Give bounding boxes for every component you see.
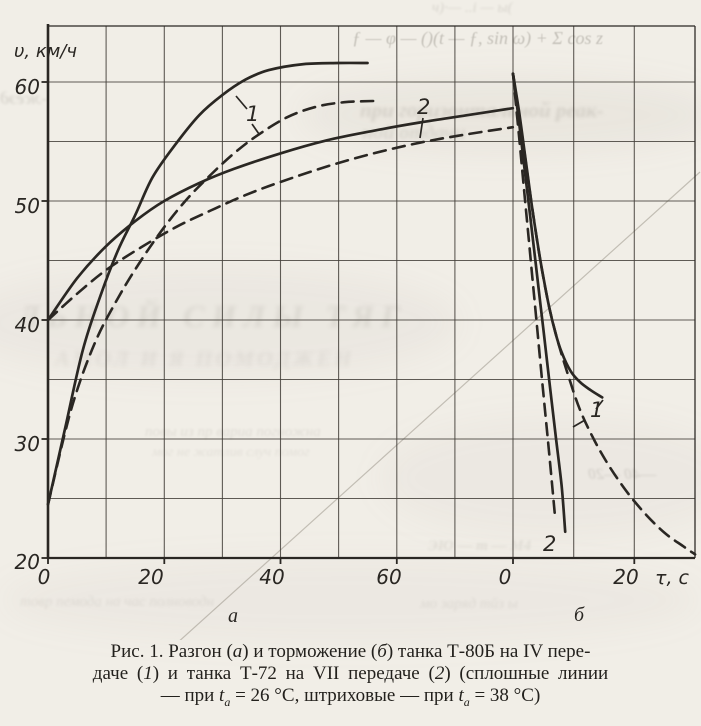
caption-text: ) (сплошные линии [444, 663, 609, 684]
caption-text: а [232, 641, 243, 662]
y-axis-title: υ, км/ч [14, 41, 77, 62]
curve-label-leader [235, 95, 248, 110]
curve-label: 1 [590, 398, 603, 422]
curve-label: 2 [417, 95, 430, 119]
caption-text: = 38 °С) [469, 685, 541, 706]
curve-a1-dashed [46, 99, 375, 506]
page-crease-line [179, 171, 701, 640]
caption-text: даче ( [92, 663, 144, 684]
x-tick-label: 40 [259, 565, 284, 589]
y-tick-label: 60 [15, 75, 40, 99]
caption-text: t [458, 685, 464, 706]
caption-line-3: — при tа = 26 °С, штриховые — при tа = 3… [0, 685, 701, 713]
curve-label-leader [595, 399, 604, 410]
x-tick-label: 0 [499, 565, 512, 589]
y-tick-label: 30 [15, 432, 40, 456]
curve-b1-dashed [511, 72, 697, 556]
curve-a1-solid [46, 61, 369, 506]
curve-label: 2 [543, 532, 556, 556]
curve-label: 1 [246, 102, 259, 126]
panel-b-label: б [574, 604, 585, 626]
caption-text: — при [160, 685, 220, 706]
caption-text: t [219, 685, 225, 706]
curve-b1-solid [511, 72, 604, 399]
caption-line-1: Рис. 1. Разгон (а) и торможение (б) танк… [0, 641, 701, 663]
curve-b2-solid [511, 72, 567, 534]
x-tick-label: 0 [38, 565, 51, 589]
panel-a-label: а [228, 605, 238, 627]
x-axis-title: τ, с [655, 567, 690, 589]
caption-line-2: даче (1) и танка Т-72 на VII передаче (2… [0, 663, 701, 685]
y-tick-label: 40 [15, 313, 40, 337]
curve-label-leader [419, 117, 424, 139]
curve-a2-solid [46, 106, 515, 322]
caption-text: = 26 °С, штриховые — при [230, 685, 459, 706]
curve-label-leader [251, 123, 260, 135]
caption-text: ) танка Т-80Б на IV пере- [386, 641, 591, 662]
x-tick-label: 60 [376, 565, 401, 589]
caption-text: Рис. 1. Разгон ( [110, 641, 233, 662]
x-tick-label: 20 [613, 565, 638, 589]
caption-text: а [224, 694, 231, 709]
curve-b2-dashed [511, 72, 557, 517]
y-tick-label: 50 [15, 194, 40, 218]
caption-text: ) и торможение ( [242, 641, 378, 662]
caption-text: ) и танка Т-72 на VII передаче ( [152, 663, 435, 684]
curve-label-leader [572, 419, 586, 428]
caption-text: 2 [434, 663, 445, 684]
y-tick-label: 20 [15, 550, 40, 574]
caption-text: 1 [143, 663, 153, 684]
x-tick-label: 20 [138, 565, 163, 589]
caption-text: а [463, 694, 470, 709]
caption-text: б [377, 641, 387, 662]
figure-caption: Рис. 1. Разгон (а) и торможение (б) танк… [0, 641, 701, 713]
curve-a2-dashed [46, 125, 515, 322]
